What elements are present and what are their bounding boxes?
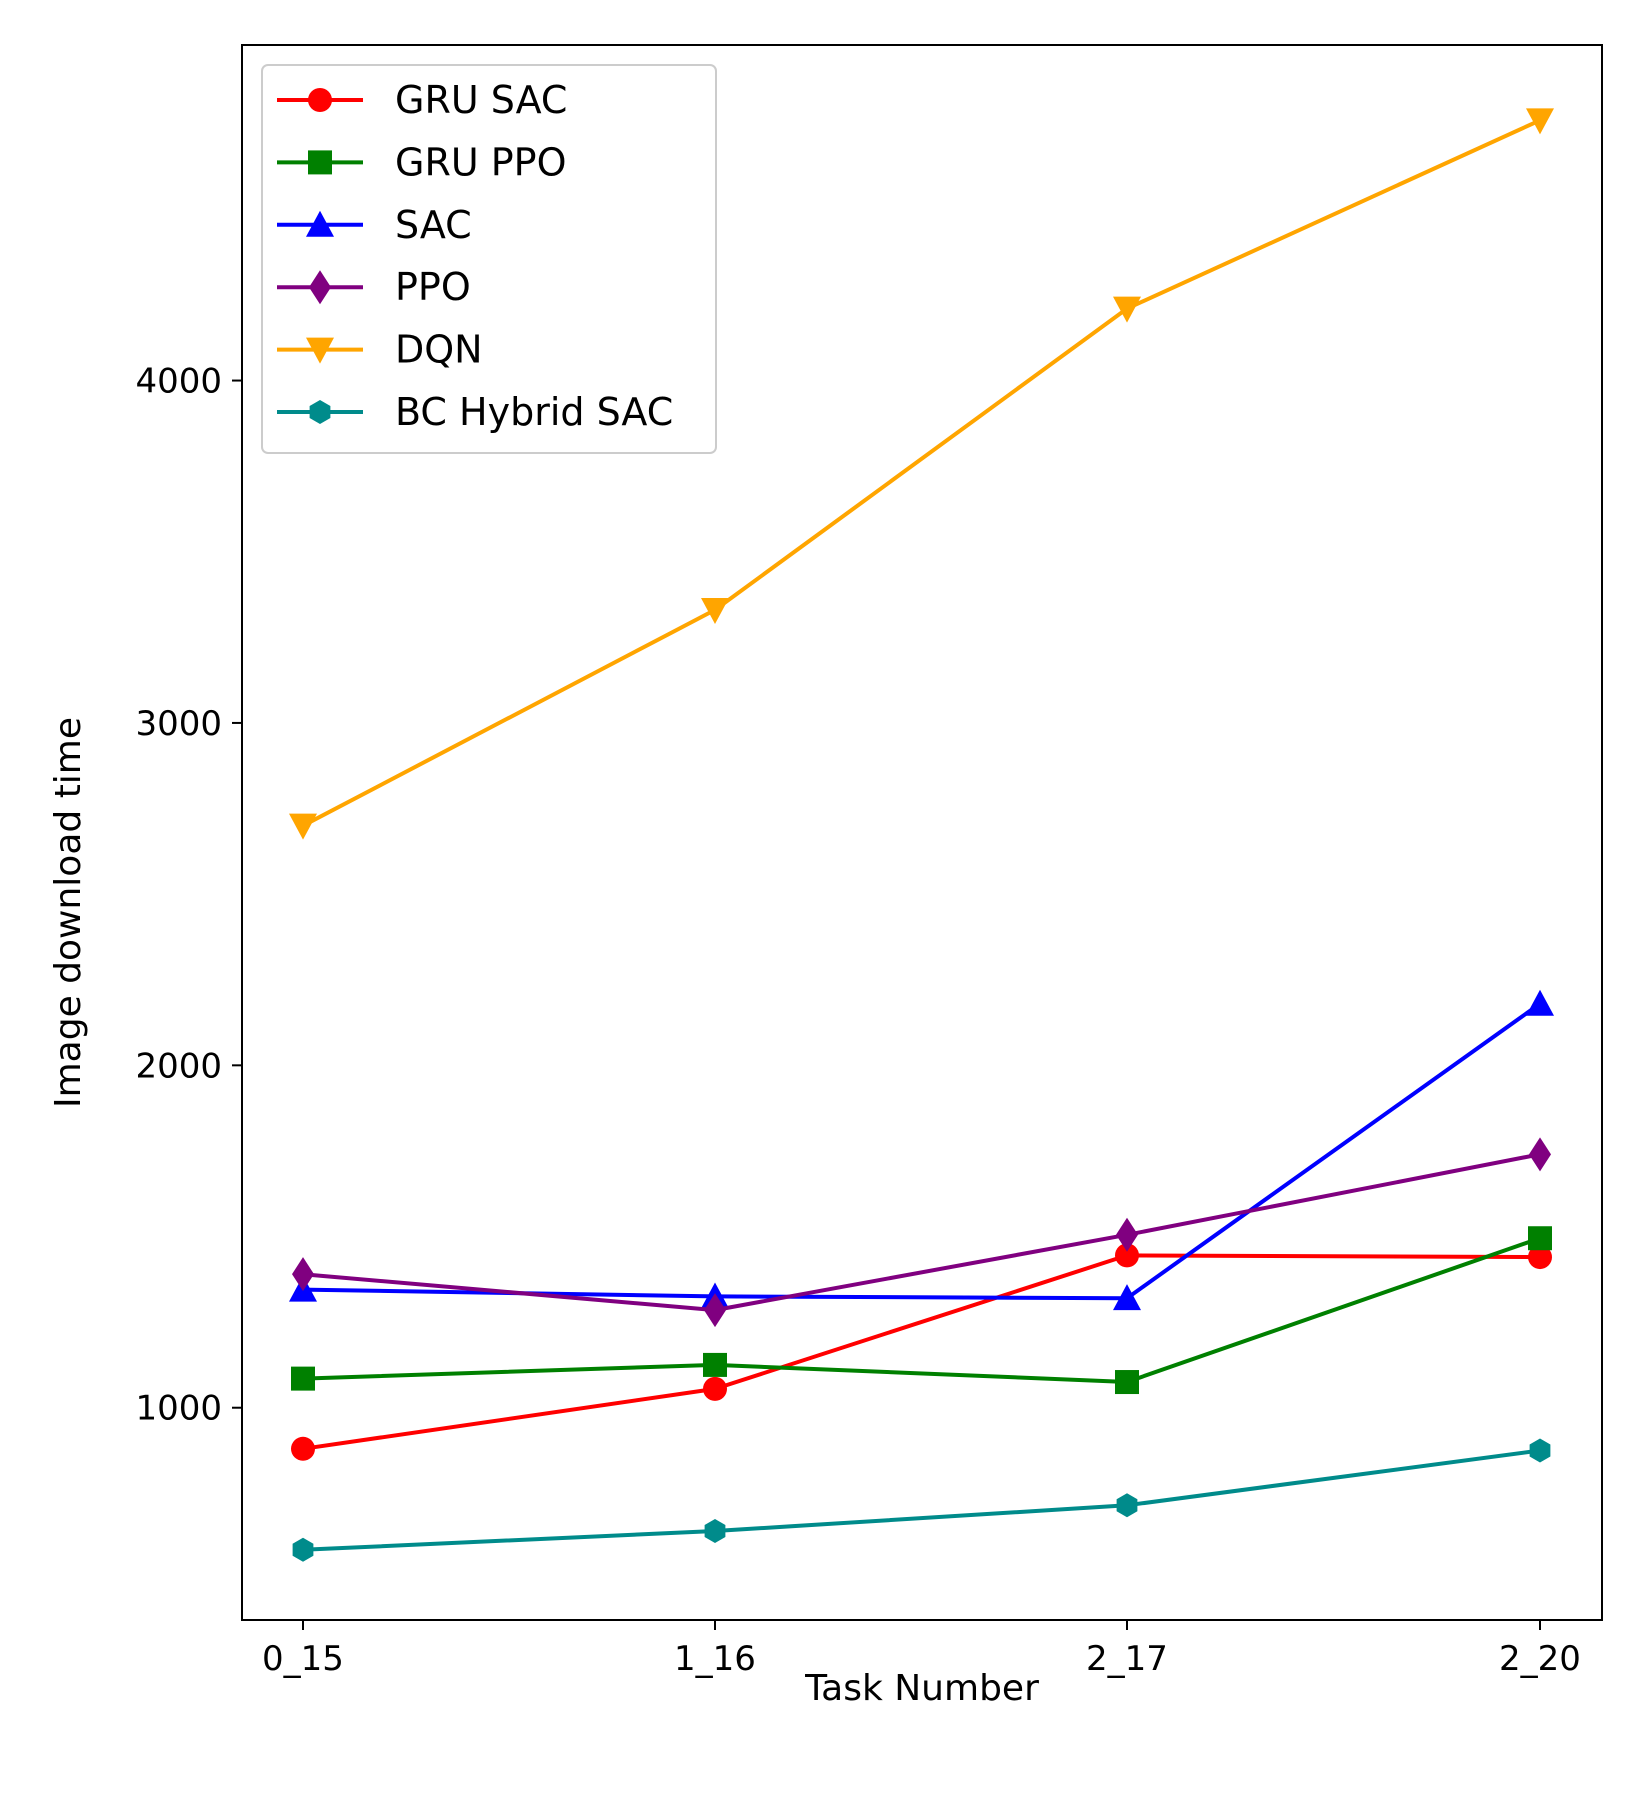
dqn-point-2_17	[1113, 296, 1141, 323]
legend-box	[261, 64, 717, 454]
legend-marker-dqn	[306, 337, 334, 364]
gru-sac-point-2_17	[1115, 1243, 1139, 1268]
legend-label-dqn: DQN	[395, 328, 483, 372]
bc-hybrid-sac-point-1_16	[704, 1518, 726, 1543]
series-gru-sac	[291, 1243, 1552, 1461]
dqn-point-0_15	[289, 813, 317, 840]
legend-marker-gru-sac	[308, 88, 332, 112]
legend-label-ppo: PPO	[395, 265, 471, 309]
ppo-point-2_20	[1529, 1137, 1551, 1172]
x-tick-label-1_16: 1_16	[674, 1639, 756, 1679]
legend-marker-sac	[306, 210, 334, 237]
gru-sac-point-1_16	[703, 1376, 727, 1401]
bc-hybrid-sac-line	[302, 1448, 1541, 1552]
ppo-point-2_17	[1116, 1217, 1138, 1252]
gru-sac-point-2_20	[1528, 1245, 1552, 1270]
x-tick-label-2_17: 2_17	[1086, 1639, 1168, 1679]
legend-item-ppo: PPO	[277, 265, 471, 309]
y-axis-label: Image download time	[48, 717, 89, 1108]
dqn-point-1_16	[701, 597, 729, 624]
x-axis-label: Task Number	[804, 1668, 1039, 1709]
ppo-line	[302, 1152, 1541, 1313]
x-tick-label-2_20: 2_20	[1499, 1639, 1581, 1679]
dqn-point-2_20	[1526, 108, 1554, 135]
gru-ppo-line	[302, 1236, 1541, 1384]
bc-hybrid-sac-point-0_15	[292, 1537, 314, 1562]
series-ppo	[292, 1137, 1551, 1328]
series-bc-hybrid-sac	[292, 1438, 1551, 1562]
y-tick-label-4000: 4000	[135, 362, 222, 402]
sac-point-2_17	[1113, 1284, 1141, 1311]
axis-ticks: 0_15 1_16 2_17 2_20 1000 2000 3000 4000	[135, 362, 1580, 1679]
y-tick-label-1000: 1000	[135, 1389, 222, 1429]
legend-label-gru-ppo: GRU PPO	[395, 140, 566, 184]
series-gru-ppo	[291, 1226, 1552, 1395]
legend-label-bc-hybrid-sac: BC Hybrid SAC	[395, 390, 673, 434]
legend-item-gru-ppo: GRU PPO	[277, 140, 566, 184]
legend-label-sac: SAC	[395, 203, 472, 247]
x-tick-label-0_15: 0_15	[262, 1639, 344, 1679]
legend-marker-gru-ppo	[308, 150, 332, 175]
gru-sac-line	[302, 1253, 1541, 1451]
legend-item-dqn: DQN	[277, 328, 483, 372]
ppo-point-1_16	[704, 1293, 726, 1328]
gru-ppo-point-2_20	[1528, 1226, 1552, 1251]
series-dqn	[289, 108, 1554, 840]
dqn-line	[302, 118, 1541, 828]
y-tick-label-2000: 2000	[135, 1046, 222, 1086]
bc-hybrid-sac-point-2_20	[1529, 1438, 1551, 1463]
gru-sac-point-0_15	[291, 1436, 315, 1461]
legend-marker-ppo	[309, 270, 331, 305]
legend-label-gru-sac: GRU SAC	[395, 78, 567, 122]
gru-ppo-point-0_15	[291, 1366, 315, 1391]
y-tick-label-3000: 3000	[135, 704, 222, 744]
gru-ppo-point-1_16	[703, 1352, 727, 1377]
legend-item-gru-sac: GRU SAC	[277, 78, 567, 122]
legend-item-bc-hybrid-sac: BC Hybrid SAC	[277, 390, 673, 434]
plot-area	[289, 108, 1554, 1562]
ppo-point-0_15	[292, 1257, 314, 1292]
bc-hybrid-sac-point-2_17	[1116, 1493, 1138, 1518]
legend: GRU SAC GRU PPO SAC PPO DQN BC Hybrid SAC	[261, 64, 717, 454]
sac-point-2_20	[1526, 989, 1554, 1016]
gru-ppo-point-2_17	[1115, 1370, 1139, 1395]
axes-frame	[241, 44, 1603, 1621]
legend-item-sac: SAC	[277, 203, 472, 247]
legend-marker-bc-hybrid-sac	[309, 400, 331, 424]
